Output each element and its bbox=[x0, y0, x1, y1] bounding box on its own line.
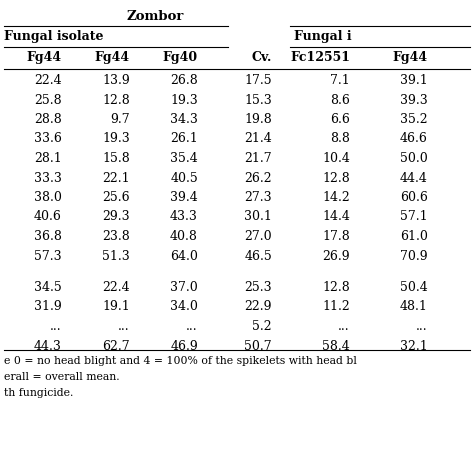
Text: 46.5: 46.5 bbox=[244, 249, 272, 263]
Text: 50.7: 50.7 bbox=[245, 339, 272, 353]
Text: erall = overall mean.: erall = overall mean. bbox=[4, 372, 119, 382]
Text: 12.8: 12.8 bbox=[322, 172, 350, 184]
Text: 26.9: 26.9 bbox=[322, 249, 350, 263]
Text: 27.0: 27.0 bbox=[245, 230, 272, 243]
Text: 28.8: 28.8 bbox=[34, 113, 62, 126]
Text: 26.8: 26.8 bbox=[170, 74, 198, 87]
Text: 35.2: 35.2 bbox=[401, 113, 428, 126]
Text: 23.8: 23.8 bbox=[102, 230, 130, 243]
Text: 70.9: 70.9 bbox=[401, 249, 428, 263]
Text: Fc12551: Fc12551 bbox=[290, 51, 350, 64]
Text: 19.3: 19.3 bbox=[170, 93, 198, 107]
Text: Fg44: Fg44 bbox=[95, 51, 130, 64]
Text: 22.4: 22.4 bbox=[35, 74, 62, 87]
Text: 50.4: 50.4 bbox=[400, 281, 428, 294]
Text: 44.3: 44.3 bbox=[34, 339, 62, 353]
Text: 38.0: 38.0 bbox=[34, 191, 62, 204]
Text: 25.3: 25.3 bbox=[245, 281, 272, 294]
Text: 60.6: 60.6 bbox=[400, 191, 428, 204]
Text: 5.2: 5.2 bbox=[252, 320, 272, 333]
Text: Fungal i: Fungal i bbox=[294, 30, 352, 43]
Text: Fg44: Fg44 bbox=[27, 51, 62, 64]
Text: 46.6: 46.6 bbox=[400, 133, 428, 146]
Text: 36.8: 36.8 bbox=[34, 230, 62, 243]
Text: e 0 = no head blight and 4 = 100% of the spikelets with head bl: e 0 = no head blight and 4 = 100% of the… bbox=[4, 356, 357, 365]
Text: 61.0: 61.0 bbox=[400, 230, 428, 243]
Text: 9.7: 9.7 bbox=[110, 113, 130, 126]
Text: 27.3: 27.3 bbox=[245, 191, 272, 204]
Text: 29.3: 29.3 bbox=[102, 210, 130, 224]
Text: 26.1: 26.1 bbox=[170, 133, 198, 146]
Text: 37.0: 37.0 bbox=[170, 281, 198, 294]
Text: 46.9: 46.9 bbox=[170, 339, 198, 353]
Text: ...: ... bbox=[416, 320, 428, 333]
Text: Fg44: Fg44 bbox=[393, 51, 428, 64]
Text: Cv.: Cv. bbox=[252, 51, 272, 64]
Text: 39.4: 39.4 bbox=[170, 191, 198, 204]
Text: ...: ... bbox=[186, 320, 198, 333]
Text: Fungal isolate: Fungal isolate bbox=[4, 30, 103, 43]
Text: 25.8: 25.8 bbox=[35, 93, 62, 107]
Text: Zombor: Zombor bbox=[126, 10, 184, 23]
Text: 21.4: 21.4 bbox=[244, 133, 272, 146]
Text: 31.9: 31.9 bbox=[34, 301, 62, 313]
Text: 34.3: 34.3 bbox=[170, 113, 198, 126]
Text: 51.3: 51.3 bbox=[102, 249, 130, 263]
Text: 6.6: 6.6 bbox=[330, 113, 350, 126]
Text: 30.1: 30.1 bbox=[244, 210, 272, 224]
Text: 32.1: 32.1 bbox=[400, 339, 428, 353]
Text: 14.2: 14.2 bbox=[322, 191, 350, 204]
Text: 40.5: 40.5 bbox=[170, 172, 198, 184]
Text: 34.0: 34.0 bbox=[170, 301, 198, 313]
Text: 44.4: 44.4 bbox=[400, 172, 428, 184]
Text: 64.0: 64.0 bbox=[170, 249, 198, 263]
Text: 10.4: 10.4 bbox=[322, 152, 350, 165]
Text: 35.4: 35.4 bbox=[170, 152, 198, 165]
Text: 48.1: 48.1 bbox=[400, 301, 428, 313]
Text: ...: ... bbox=[118, 320, 130, 333]
Text: Fg40: Fg40 bbox=[163, 51, 198, 64]
Text: 58.4: 58.4 bbox=[322, 339, 350, 353]
Text: 15.8: 15.8 bbox=[102, 152, 130, 165]
Text: 39.1: 39.1 bbox=[400, 74, 428, 87]
Text: 57.3: 57.3 bbox=[35, 249, 62, 263]
Text: ...: ... bbox=[50, 320, 62, 333]
Text: 40.8: 40.8 bbox=[170, 230, 198, 243]
Text: 22.1: 22.1 bbox=[102, 172, 130, 184]
Text: 57.1: 57.1 bbox=[401, 210, 428, 224]
Text: 15.3: 15.3 bbox=[244, 93, 272, 107]
Text: 25.6: 25.6 bbox=[102, 191, 130, 204]
Text: 13.9: 13.9 bbox=[102, 74, 130, 87]
Text: 7.1: 7.1 bbox=[330, 74, 350, 87]
Text: 39.3: 39.3 bbox=[400, 93, 428, 107]
Text: 50.0: 50.0 bbox=[400, 152, 428, 165]
Text: 22.9: 22.9 bbox=[245, 301, 272, 313]
Text: 19.3: 19.3 bbox=[102, 133, 130, 146]
Text: 62.7: 62.7 bbox=[102, 339, 130, 353]
Text: 11.2: 11.2 bbox=[322, 301, 350, 313]
Text: ...: ... bbox=[338, 320, 350, 333]
Text: 17.8: 17.8 bbox=[322, 230, 350, 243]
Text: 8.8: 8.8 bbox=[330, 133, 350, 146]
Text: 17.5: 17.5 bbox=[245, 74, 272, 87]
Text: 40.6: 40.6 bbox=[34, 210, 62, 224]
Text: 21.7: 21.7 bbox=[245, 152, 272, 165]
Text: 43.3: 43.3 bbox=[170, 210, 198, 224]
Text: 26.2: 26.2 bbox=[245, 172, 272, 184]
Text: 19.8: 19.8 bbox=[244, 113, 272, 126]
Text: th fungicide.: th fungicide. bbox=[4, 388, 73, 398]
Text: 33.6: 33.6 bbox=[34, 133, 62, 146]
Text: 34.5: 34.5 bbox=[34, 281, 62, 294]
Text: 8.6: 8.6 bbox=[330, 93, 350, 107]
Text: 33.3: 33.3 bbox=[34, 172, 62, 184]
Text: 12.8: 12.8 bbox=[322, 281, 350, 294]
Text: 14.4: 14.4 bbox=[322, 210, 350, 224]
Text: 12.8: 12.8 bbox=[102, 93, 130, 107]
Text: 28.1: 28.1 bbox=[34, 152, 62, 165]
Text: 22.4: 22.4 bbox=[102, 281, 130, 294]
Text: 19.1: 19.1 bbox=[102, 301, 130, 313]
